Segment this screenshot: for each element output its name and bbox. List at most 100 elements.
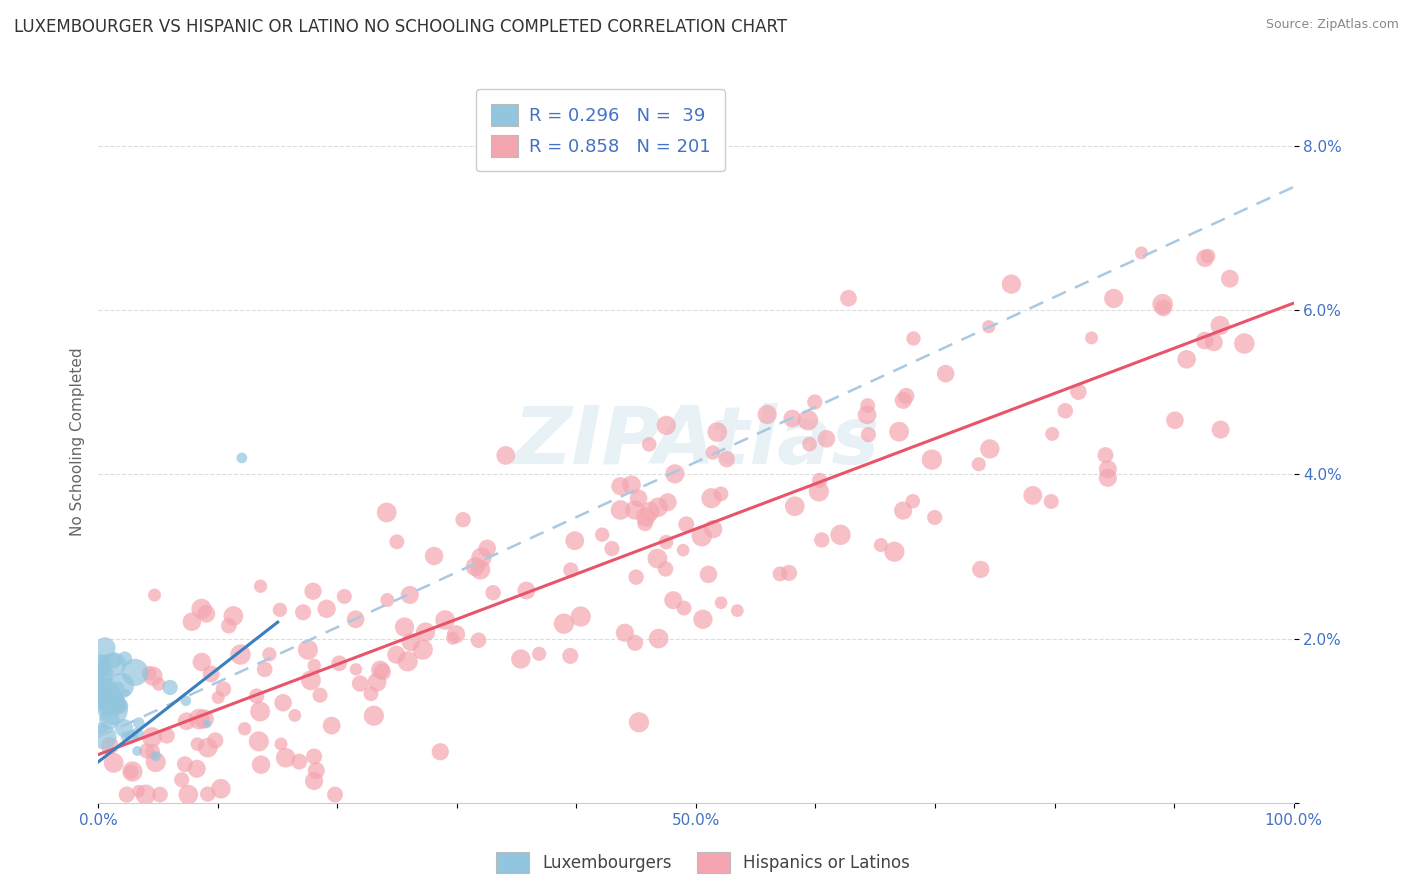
Legend: R = 0.296   N =  39, R = 0.858   N = 201: R = 0.296 N = 39, R = 0.858 N = 201 (477, 89, 724, 171)
Point (191, 655, 214, 669)
Point (1164, 413, 1187, 427)
Point (174, 694, 197, 708)
Point (89, 659, 111, 673)
Point (90, 690, 112, 704)
Point (292, 605, 315, 619)
Point (253, 662, 276, 676)
Point (93, 685, 115, 699)
Point (935, 367, 957, 381)
Point (142, 744, 165, 758)
Point (970, 562, 993, 576)
Point (856, 399, 879, 413)
Point (309, 688, 332, 702)
Point (591, 527, 613, 541)
Point (627, 491, 650, 506)
Point (675, 517, 697, 532)
Point (1202, 335, 1225, 350)
Point (697, 567, 720, 582)
Point (664, 467, 686, 481)
Point (464, 559, 486, 574)
Point (233, 722, 256, 736)
Point (222, 609, 245, 624)
Point (470, 550, 492, 565)
Point (297, 642, 319, 657)
Point (269, 603, 291, 617)
Point (1040, 494, 1063, 508)
Point (90, 667, 112, 681)
Point (87, 688, 110, 702)
Point (1067, 384, 1090, 399)
Point (323, 788, 346, 802)
Point (527, 647, 550, 661)
Point (344, 612, 367, 626)
Point (609, 479, 631, 493)
Text: LUXEMBOURGER VS HISPANIC OR LATINO NO SCHOOLING COMPLETED CORRELATION CHART: LUXEMBOURGER VS HISPANIC OR LATINO NO SC… (14, 18, 787, 36)
Point (103, 756, 125, 770)
Point (190, 602, 212, 616)
Point (229, 648, 252, 662)
Point (142, 669, 165, 683)
Point (110, 679, 132, 693)
Point (375, 506, 398, 520)
Point (231, 450, 253, 465)
Point (1094, 448, 1116, 462)
Point (249, 579, 271, 593)
Point (124, 665, 146, 680)
Point (101, 703, 124, 717)
Point (560, 563, 582, 577)
Text: ZIPAtlas: ZIPAtlas (513, 402, 879, 481)
Point (624, 503, 647, 517)
Point (186, 737, 208, 751)
Point (655, 535, 678, 549)
Point (690, 529, 713, 543)
Point (177, 788, 200, 802)
Point (135, 788, 157, 802)
Point (807, 484, 830, 499)
Point (672, 601, 695, 615)
Point (302, 584, 325, 599)
Point (94, 693, 117, 707)
Point (553, 616, 575, 631)
Point (200, 667, 222, 681)
Point (128, 784, 150, 798)
Point (702, 522, 724, 536)
Point (212, 682, 235, 697)
Point (385, 648, 408, 662)
Point (647, 632, 669, 646)
Point (903, 331, 925, 345)
Point (271, 696, 294, 710)
Point (302, 774, 325, 789)
Point (128, 716, 150, 731)
Point (977, 319, 1000, 334)
Point (634, 510, 657, 524)
Point (1102, 292, 1125, 306)
Point (662, 593, 685, 607)
Point (815, 432, 838, 446)
Point (143, 588, 166, 602)
Point (176, 714, 198, 729)
Point (360, 687, 382, 701)
Point (710, 596, 733, 610)
Point (634, 516, 657, 531)
Point (700, 491, 723, 506)
Point (1000, 277, 1022, 292)
Point (115, 686, 138, 700)
Point (1054, 403, 1077, 417)
Point (769, 566, 792, 581)
Point (803, 395, 825, 409)
Point (429, 745, 451, 759)
Point (710, 487, 733, 501)
Point (1080, 331, 1102, 345)
Point (672, 543, 695, 558)
Text: Source: ZipAtlas.com: Source: ZipAtlas.com (1265, 18, 1399, 31)
Point (883, 545, 905, 559)
Point (315, 602, 337, 616)
Point (979, 442, 1001, 456)
Point (121, 764, 143, 779)
Point (1194, 252, 1216, 266)
Point (1130, 246, 1153, 260)
Point (186, 762, 208, 776)
Point (101, 685, 124, 699)
Point (1233, 336, 1256, 351)
Point (204, 733, 226, 747)
